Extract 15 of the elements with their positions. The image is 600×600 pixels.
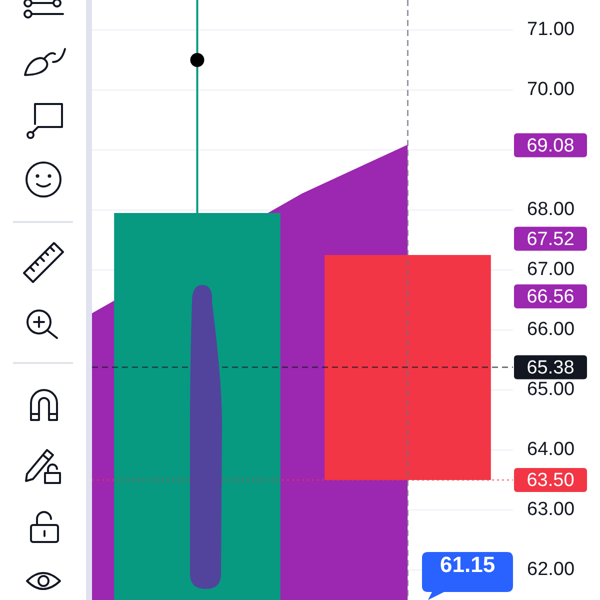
y-tick-label: 66.00 xyxy=(527,319,575,340)
y-tick-label: 68.00 xyxy=(527,199,575,220)
y-tick-label: 62.00 xyxy=(527,559,575,580)
y-tick-label: 63.00 xyxy=(527,499,575,520)
text: 67.52 xyxy=(526,229,574,250)
y-tick-label: 67.00 xyxy=(527,259,575,280)
text: 69.08 xyxy=(526,135,574,156)
ref-line-label: 65.38 xyxy=(526,357,574,378)
y-tick-label: 70.00 xyxy=(527,79,575,100)
ref-line-label: 63.50 xyxy=(526,470,574,492)
y-tick-label: 64.00 xyxy=(527,439,575,460)
y-tick-label: 65.00 xyxy=(527,379,575,400)
annotation: 61.15 xyxy=(439,552,496,579)
y-tick-label: 71.00 xyxy=(527,19,575,40)
text: 66.56 xyxy=(526,286,574,308)
